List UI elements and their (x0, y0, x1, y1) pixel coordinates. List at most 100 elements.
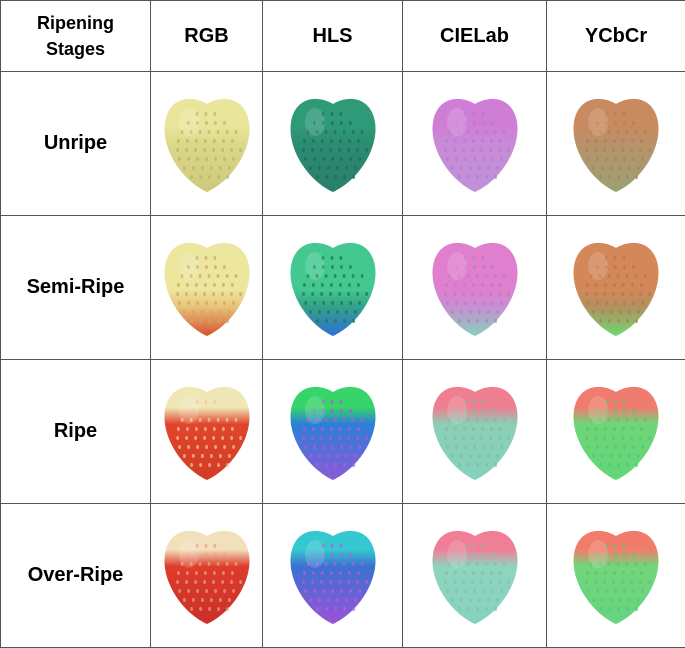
seed-dot (353, 309, 357, 314)
seed-dot (462, 282, 466, 287)
seed-dot (195, 300, 199, 305)
seed-dot (628, 165, 631, 170)
seed-dot (198, 129, 201, 134)
seed-dot (475, 462, 479, 467)
seed-dot (176, 426, 180, 431)
seed-dot (641, 444, 644, 449)
seed-dot (614, 300, 617, 305)
seed-dot (344, 165, 348, 170)
seed-dot (605, 588, 608, 593)
seed-dot (463, 111, 466, 116)
seed-dot (616, 273, 620, 278)
seed-dot (632, 156, 635, 161)
seed-dot (353, 165, 357, 170)
seed-dot (459, 597, 463, 602)
seed-dot (461, 435, 465, 440)
seed-dot (195, 588, 199, 593)
seed-dot (204, 408, 208, 413)
seed-dot (457, 318, 461, 323)
seed-dot (221, 138, 225, 143)
seed-dot (457, 174, 461, 179)
seed-dot (213, 399, 216, 404)
seed-dot (608, 606, 611, 611)
seed-dot (595, 426, 598, 431)
seed-dot (459, 165, 463, 170)
seed-dot (621, 579, 624, 584)
strawberry-image (431, 98, 518, 192)
seed-dot (207, 561, 210, 566)
seed-dot (186, 552, 190, 557)
seed-dot (344, 597, 348, 602)
seed-dot (493, 174, 497, 179)
seed-dot (605, 300, 608, 305)
seed-dot (319, 291, 323, 296)
seed-dot (184, 147, 188, 152)
seed-dot (605, 120, 608, 125)
seed-dot (308, 165, 312, 170)
seed-dot (472, 156, 476, 161)
seed-dot (330, 408, 334, 413)
cell-ripe-ycbcr (546, 359, 685, 504)
seed-dot (623, 300, 626, 305)
seed-dot (337, 147, 341, 152)
seed-dot (238, 291, 242, 296)
seed-dot (484, 606, 488, 611)
cell-over-ripe-ycbcr (546, 503, 685, 648)
seed-dot (339, 552, 343, 557)
seed-dot (356, 138, 360, 143)
seed-dot (177, 156, 181, 161)
cell-semi-ripe-ycbcr (546, 215, 685, 360)
seed-dot (461, 579, 465, 584)
seed-dot (195, 111, 198, 116)
seed-dot (175, 291, 179, 296)
seed-dot (625, 129, 629, 134)
seed-dot (195, 543, 198, 548)
seed-dot (324, 273, 327, 278)
seed-dot (301, 147, 305, 152)
seed-dot (312, 588, 316, 593)
seed-dot (209, 165, 213, 170)
seed-dot (444, 138, 448, 143)
seed-dot (227, 597, 231, 602)
seed-dot (480, 570, 484, 575)
seed-dot (347, 570, 351, 575)
seed-dot (631, 282, 634, 287)
seed-dot (209, 309, 213, 314)
highlight (178, 107, 199, 136)
seed-dot (462, 138, 466, 143)
seed-dot (216, 273, 219, 278)
highlight (304, 539, 325, 568)
seed-dot (453, 282, 457, 287)
seed-dot (445, 156, 449, 161)
seed-dot (203, 282, 207, 287)
seed-dot (198, 318, 202, 323)
seed-dot (324, 561, 327, 566)
seed-dot (344, 309, 348, 314)
seed-dot (596, 408, 599, 413)
seed-dot (603, 579, 606, 584)
seed-dot (613, 282, 616, 287)
seed-dot (471, 570, 475, 575)
seed-dot (603, 147, 606, 152)
seed-dot (176, 282, 180, 287)
seed-dot (306, 129, 309, 134)
row-label-unripe: Unripe (0, 71, 151, 216)
seed-dot (342, 606, 346, 611)
seed-dot (623, 408, 626, 413)
seed-dot (204, 120, 208, 125)
seed-dot (475, 273, 478, 278)
seed-dot (625, 273, 629, 278)
seed-dot (468, 309, 472, 314)
seed-dot (227, 309, 231, 314)
seed-dot (619, 453, 622, 458)
seed-dot (312, 300, 316, 305)
seed-dot (328, 291, 332, 296)
seed-dot (622, 138, 625, 143)
seed-dot (202, 435, 206, 440)
seed-dot (346, 579, 350, 584)
seed-dot (506, 579, 510, 584)
highlight (304, 251, 325, 280)
seed-dot (221, 282, 225, 287)
seed-dot (614, 264, 617, 269)
seed-dot (204, 444, 208, 449)
